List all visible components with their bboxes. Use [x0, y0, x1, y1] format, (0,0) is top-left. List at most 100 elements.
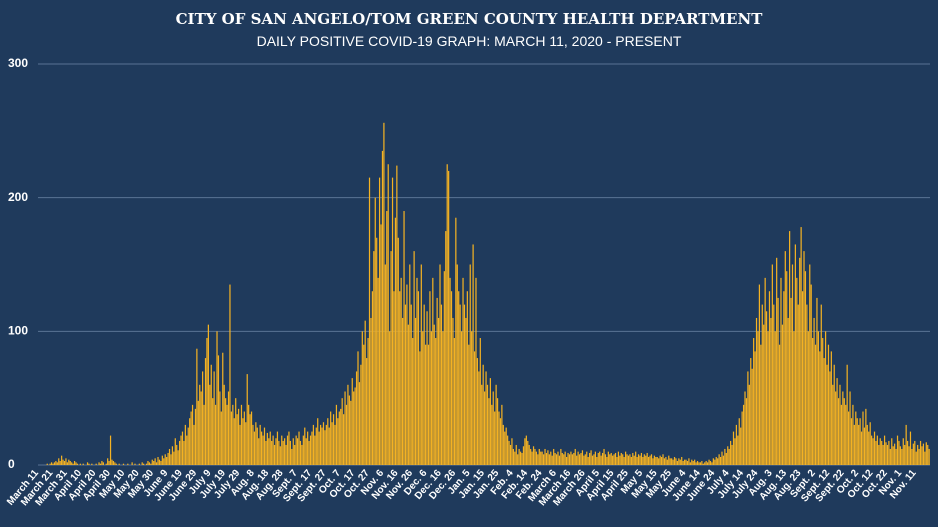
bar — [462, 277, 464, 465]
bar — [619, 455, 621, 465]
bar — [606, 456, 608, 465]
bar — [531, 451, 533, 465]
bar — [180, 435, 182, 465]
bar — [764, 277, 766, 465]
bar — [406, 284, 408, 465]
bar — [82, 463, 84, 465]
bar — [73, 460, 76, 465]
bar — [522, 446, 525, 465]
bar — [235, 398, 237, 465]
bar — [639, 455, 641, 465]
bar — [530, 448, 532, 465]
bar — [658, 458, 660, 465]
bar — [206, 338, 208, 465]
bar — [760, 344, 762, 465]
bar — [899, 446, 902, 465]
bar — [515, 444, 517, 465]
bar — [620, 452, 622, 465]
bar — [806, 304, 808, 465]
bar — [871, 435, 873, 465]
bar — [586, 451, 588, 465]
bar — [347, 384, 349, 465]
bar — [203, 404, 205, 465]
bar — [49, 463, 51, 465]
bar — [669, 458, 671, 465]
bar — [397, 237, 399, 465]
bar — [542, 454, 545, 465]
bar — [202, 371, 204, 465]
bar — [794, 244, 796, 465]
bar — [294, 444, 296, 465]
bar — [177, 450, 179, 465]
bar — [432, 277, 434, 465]
bar — [114, 462, 116, 465]
bar — [558, 455, 561, 465]
bar — [340, 408, 342, 465]
bar — [636, 456, 638, 465]
bar — [604, 454, 607, 465]
bar — [707, 462, 709, 465]
bar — [532, 446, 535, 465]
bar — [171, 446, 174, 465]
bar — [161, 455, 163, 465]
bar — [688, 458, 690, 465]
bar — [590, 450, 592, 465]
bar — [730, 440, 732, 465]
bar — [712, 458, 714, 465]
bar — [158, 459, 161, 465]
bar — [560, 448, 562, 465]
bar — [502, 424, 504, 465]
bar — [79, 463, 81, 465]
bar — [380, 224, 382, 465]
bar — [846, 364, 848, 465]
bar — [902, 438, 904, 465]
bar — [717, 458, 719, 465]
bar — [350, 400, 352, 465]
bar — [663, 458, 666, 465]
bar — [696, 460, 699, 465]
bar — [912, 443, 914, 465]
bar — [252, 424, 254, 465]
bar — [548, 454, 550, 465]
bar — [518, 448, 520, 465]
bar — [544, 448, 546, 465]
bar — [659, 455, 661, 465]
bar — [731, 444, 733, 465]
bar — [355, 371, 358, 465]
bar — [286, 435, 289, 465]
bar — [774, 331, 776, 465]
bar — [131, 462, 133, 465]
bar — [383, 122, 385, 466]
bar — [829, 371, 831, 465]
bar — [109, 435, 112, 465]
bar — [718, 454, 720, 465]
bar — [173, 451, 175, 465]
bar — [694, 459, 696, 465]
bar — [157, 456, 159, 465]
bar — [574, 448, 576, 465]
bar — [839, 384, 841, 465]
bar — [860, 431, 863, 465]
bar — [448, 170, 450, 465]
bar — [614, 452, 617, 465]
bar — [440, 304, 443, 465]
bar — [679, 459, 681, 465]
bar — [204, 358, 207, 465]
bar — [597, 452, 599, 465]
bar — [570, 451, 572, 465]
bar — [460, 331, 463, 465]
bar — [246, 374, 248, 465]
bar — [253, 431, 256, 465]
bar — [268, 438, 270, 465]
bar — [249, 414, 251, 465]
bar — [889, 448, 891, 465]
bar — [183, 440, 185, 465]
bar — [708, 459, 710, 465]
bar — [577, 451, 579, 465]
bar — [485, 371, 487, 465]
bar — [337, 418, 339, 465]
bar — [652, 458, 654, 465]
bar — [616, 456, 618, 465]
bar — [919, 440, 922, 465]
bar — [662, 454, 664, 465]
